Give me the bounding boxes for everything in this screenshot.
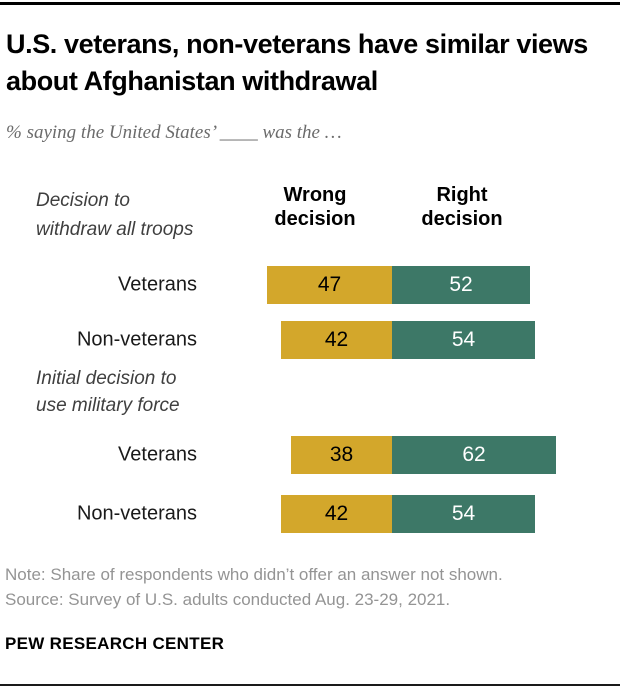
right-decision-bar: 52 (392, 266, 530, 304)
wrong-decision-bar: 38 (291, 436, 392, 474)
top-rule (0, 2, 620, 5)
right-decision-bar: 54 (392, 495, 535, 533)
bar-row-veterans: Veterans 47 52 (0, 266, 620, 304)
row-label: Non-veterans (76, 502, 197, 525)
bar-row-non-veterans: Non-veterans 42 54 (0, 321, 620, 359)
row-label: Non-veterans (76, 328, 197, 351)
right-decision-bar: 54 (392, 321, 535, 359)
group-label-military-force: Initial decision to use military force (36, 368, 180, 416)
row-label: Veterans (118, 273, 197, 296)
row-label: Veterans (118, 443, 197, 466)
bar-row-veterans: Veterans 38 62 (0, 436, 620, 474)
note-and-source: Note: Share of respondents who didn’t of… (5, 563, 615, 612)
bar-row-non-veterans: Non-veterans 42 54 (0, 495, 620, 533)
note-text: Note: Share of respondents who didn’t of… (5, 565, 503, 584)
column-header-wrong-decision: Wrong decision (274, 184, 356, 230)
group-label-withdraw-troops: Decision to withdraw all troops (36, 190, 194, 241)
source-text: Source: Survey of U.S. adults conducted … (5, 589, 451, 609)
bottom-rule (0, 684, 620, 686)
chart-subtitle: % saying the United States’ ____ was the… (6, 122, 342, 143)
pew-research-center-wordmark: PEW RESEARCH CENTER (5, 634, 225, 653)
column-header-right-decision: Right decision (421, 184, 503, 230)
wrong-decision-bar: 47 (267, 266, 392, 304)
wrong-decision-bar: 42 (281, 321, 392, 359)
chart-title: U.S. veterans, non-veterans have similar… (6, 29, 588, 97)
right-decision-bar: 62 (392, 436, 556, 474)
wrong-decision-bar: 42 (281, 495, 392, 533)
